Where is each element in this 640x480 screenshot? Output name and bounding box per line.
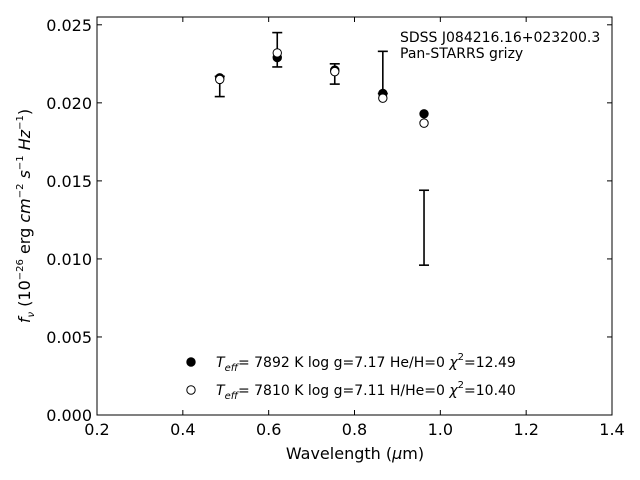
- y-tick-label: 0.015: [46, 172, 92, 191]
- model-point-open: [215, 74, 225, 85]
- legend-label: Teff= 7810 K log g=7.11 H/He=0 χ2=10.40: [216, 380, 516, 402]
- model-point-open: [419, 118, 429, 128]
- x-tick-label: 1.2: [513, 420, 538, 439]
- x-tick-label: 1.4: [599, 420, 624, 439]
- x-tick-label: 0.8: [342, 420, 367, 439]
- y-tick-label: 0.020: [46, 94, 92, 113]
- model-point-open: [272, 48, 282, 58]
- y-tick-label: 0.010: [46, 250, 92, 269]
- x-tick-label: 0.6: [256, 420, 281, 439]
- y-tick-labels: 0.000 0.005 0.010 0.015 0.020 0.025: [46, 16, 92, 425]
- legend: Teff= 7892 K log g=7.17 He/H=0 χ2=12.49 T…: [186, 352, 516, 402]
- legend-entry: Teff= 7810 K log g=7.11 H/He=0 χ2=10.40: [186, 380, 516, 402]
- y-axis-title: fν (10−26 erg cm−2 s−1 Hz−1): [15, 109, 37, 323]
- x-axis-title: Wavelength (μm): [286, 444, 424, 463]
- plot-frame: [96, 16, 613, 416]
- legend-entry: Teff= 7892 K log g=7.17 He/H=0 χ2=12.49: [186, 352, 516, 374]
- annotation-line-1: SDSS J084216.16+023200.3: [400, 30, 600, 46]
- svg-text:fν (10−26 erg cm−2 s−1 Hz−1): fν (10−26 erg cm−2 s−1 Hz−1): [15, 109, 37, 323]
- x-tick-labels: 0.2 0.4 0.6 0.8 1.0 1.2 1.4: [84, 420, 624, 439]
- x-tick-label: 0.4: [170, 420, 195, 439]
- y-tick-label: 0.025: [46, 16, 92, 35]
- error-bars: [214, 31, 430, 266]
- x-tick-label: 1.0: [428, 420, 453, 439]
- model-point-open: [330, 66, 340, 77]
- legend-marker-filled: [186, 357, 196, 367]
- legend-marker-open: [186, 385, 196, 395]
- y-tick-label: 0.000: [46, 406, 92, 425]
- legend-label: Teff= 7892 K log g=7.17 He/H=0 χ2=12.49: [216, 352, 516, 374]
- annotation-line-2: Pan-STARRS grizy: [400, 46, 523, 62]
- y-tick-label: 0.005: [46, 328, 92, 347]
- plot-background: [97, 17, 612, 415]
- model-point-open: [378, 93, 388, 103]
- model-point-filled: [419, 109, 429, 119]
- x-tick-label: 0.2: [84, 420, 109, 439]
- data-markers: [215, 48, 429, 128]
- error-bar: [419, 189, 430, 266]
